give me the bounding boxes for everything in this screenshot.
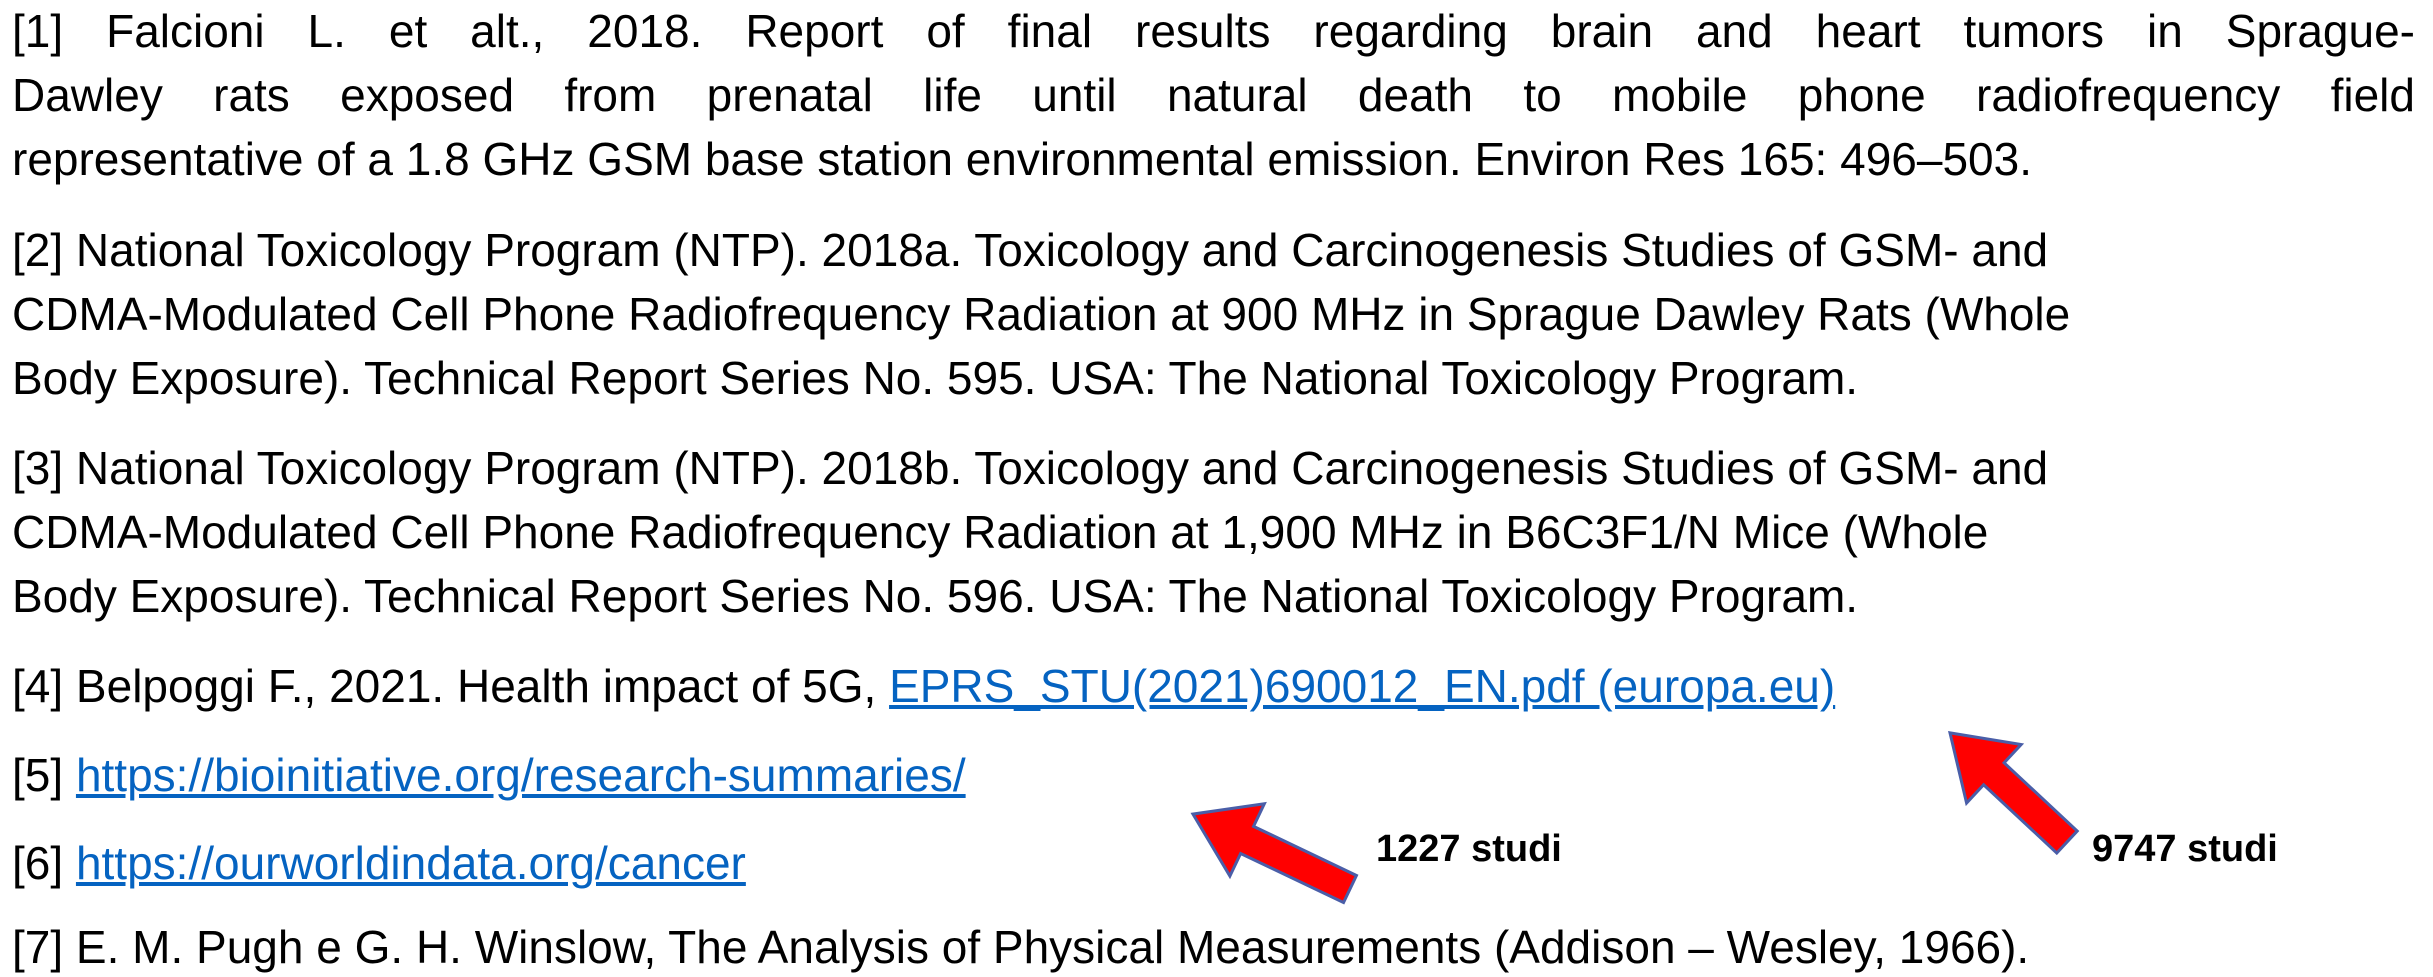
annotation: 1227 studi <box>1376 828 1562 870</box>
reference-text: [4] Belpoggi F., 2021. Health impact of … <box>12 660 877 712</box>
reference-line: representative of a 1.8 GHz GSM base sta… <box>12 133 2032 185</box>
reference-link[interactable]: EPRS_STU(2021)690012_EN.pdf (europa.eu) <box>889 660 1836 712</box>
reference-line: [3] National Toxicology Program (NTP). 2… <box>12 442 2049 494</box>
reference-line: [2] National Toxicology Program (NTP). 2… <box>12 224 2049 276</box>
reference-text: [5] <box>12 749 64 801</box>
reference: [6] https://ourworldindata.org/cancer <box>12 833 2415 893</box>
annotation: 9747 studi <box>2092 828 2278 870</box>
reference: [4] Belpoggi F., 2021. Health impact of … <box>12 656 2415 716</box>
reference: [5] https://bioinitiative.org/research-s… <box>12 745 2415 805</box>
reference-line: Dawley rats exposed from prenatal life u… <box>12 69 2415 121</box>
reference-line: [7] E. M. Pugh e G. H. Winslow, The Anal… <box>12 921 2030 973</box>
reference-link[interactable]: https://bioinitiative.org/research-summa… <box>75 749 966 801</box>
reference-line: Body Exposure). Technical Report Series … <box>12 570 1859 622</box>
reference-link[interactable]: https://ourworldindata.org/cancer <box>75 837 746 889</box>
reference-text: [6] <box>12 837 64 889</box>
arrow <box>1948 731 2080 856</box>
reference-line: CDMA-Modulated Cell Phone Radiofrequency… <box>12 288 2071 340</box>
reference-line: [1] Falcioni L. et alt., 2018. Report of… <box>12 5 2415 57</box>
arrow <box>1190 801 1359 905</box>
reference-line: CDMA-Modulated Cell Phone Radiofrequency… <box>12 506 1989 558</box>
reference-line: Body Exposure). Technical Report Series … <box>12 352 1859 404</box>
